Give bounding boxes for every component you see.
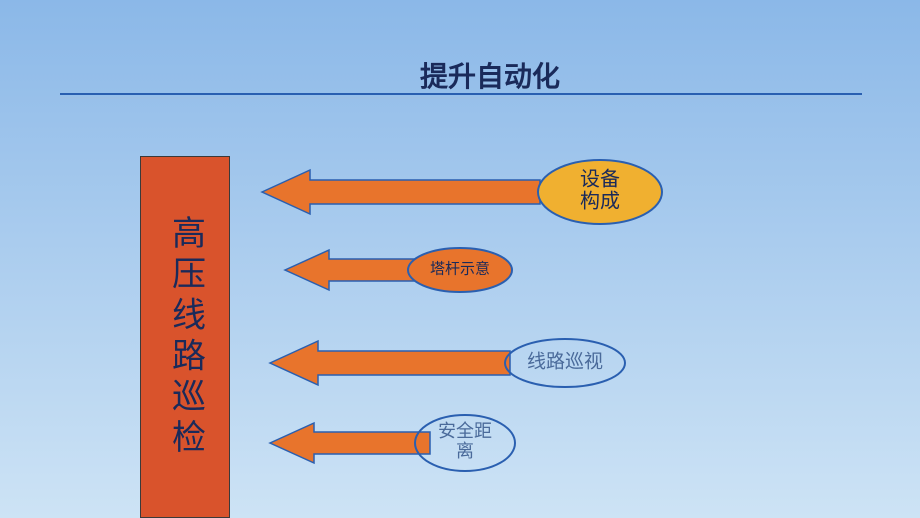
svg-text:塔杆示意: 塔杆示意 xyxy=(430,259,490,277)
ellipse-1: 塔杆示意 xyxy=(405,245,515,295)
arrow-3 xyxy=(268,421,432,465)
page-title: 提升自动化 xyxy=(420,55,560,95)
svg-text:构成: 构成 xyxy=(580,190,620,213)
svg-text:线路巡视: 线路巡视 xyxy=(527,350,603,372)
content-box-text: 高压线路巡检 xyxy=(161,215,210,460)
ellipse-3: 安全距离 xyxy=(412,412,518,474)
arrow-1 xyxy=(283,248,422,292)
svg-text:离: 离 xyxy=(456,441,474,461)
arrow-0 xyxy=(260,168,542,216)
ellipse-2: 线路巡视 xyxy=(502,336,628,390)
title-underline xyxy=(0,92,920,104)
arrow-2 xyxy=(268,339,512,387)
main-content-box: 高压线路巡检 xyxy=(140,156,230,518)
ellipse-0: 设备构成 xyxy=(535,157,665,227)
svg-text:安全距: 安全距 xyxy=(438,421,492,441)
title-text: 提升自动化 xyxy=(420,62,560,93)
svg-text:设备: 设备 xyxy=(580,168,620,191)
